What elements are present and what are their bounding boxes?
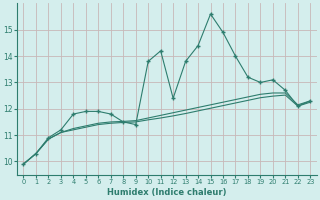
X-axis label: Humidex (Indice chaleur): Humidex (Indice chaleur)	[107, 188, 227, 197]
